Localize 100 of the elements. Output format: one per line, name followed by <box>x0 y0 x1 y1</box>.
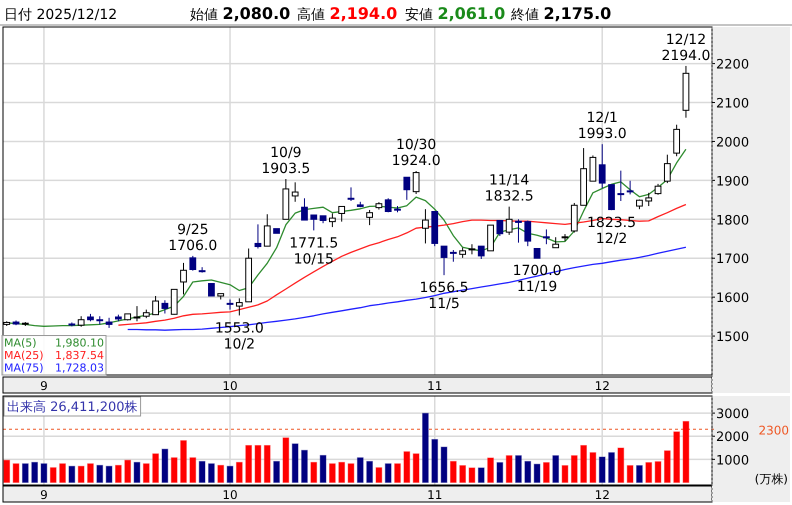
ref-line-label: 2300 <box>758 423 789 438</box>
candlestick <box>459 247 466 258</box>
candlestick <box>384 198 392 213</box>
bar <box>673 431 680 483</box>
bar <box>440 446 448 483</box>
candlestick <box>208 283 215 296</box>
bar <box>478 467 485 483</box>
bar <box>180 440 187 483</box>
bar <box>50 467 57 483</box>
candlestick <box>162 300 168 314</box>
annotation: 12/1 1993.0 <box>578 110 627 142</box>
candlestick <box>515 218 522 244</box>
y-tick-label: 1900 <box>716 174 750 190</box>
candlestick <box>450 250 457 262</box>
candlestick <box>403 176 410 200</box>
bar <box>608 452 615 483</box>
bar <box>273 460 280 483</box>
bar <box>208 463 215 483</box>
bar <box>292 443 299 483</box>
y-tick-label: 1600 <box>716 291 750 306</box>
bar <box>412 453 420 483</box>
bar <box>515 455 522 483</box>
bar <box>496 462 504 483</box>
x-tick-label: 11 <box>427 379 442 393</box>
candlestick <box>626 180 634 195</box>
bar <box>403 451 410 483</box>
candlestick <box>542 228 550 245</box>
candlestick <box>301 198 308 221</box>
bar <box>570 455 578 483</box>
x-tick-label: 11 <box>427 488 442 502</box>
bar <box>134 462 140 483</box>
candlestick <box>328 212 336 228</box>
bar <box>459 465 466 483</box>
bar <box>542 462 550 483</box>
y-tick-label: 1500 <box>716 330 750 346</box>
bar <box>282 437 290 483</box>
annotation: 10/30 1924.0 <box>392 137 441 170</box>
bar <box>338 462 346 483</box>
text: 終値 2,175.0 <box>510 4 612 23</box>
x-tick-label: 9 <box>40 379 48 393</box>
chart-title: 出来高 26,411,200株 <box>7 399 138 415</box>
bar <box>626 465 634 483</box>
candlestick <box>422 208 429 244</box>
candlestick <box>412 170 420 194</box>
bar <box>394 463 401 483</box>
bar <box>40 463 48 483</box>
y-tick-label: 3000 <box>716 407 750 422</box>
bar <box>356 457 364 483</box>
x-tick-label: 12 <box>594 379 610 393</box>
bar <box>422 412 429 483</box>
candlestick <box>598 144 606 189</box>
candlestick <box>617 170 624 202</box>
x-tick-label: 9 <box>40 488 48 502</box>
candlestick <box>254 224 262 249</box>
candlestick <box>236 298 243 316</box>
y-tick-label: 2200 <box>716 58 750 73</box>
bar <box>217 464 224 483</box>
bar <box>254 444 262 483</box>
bar <box>450 460 457 483</box>
annotation: 11/14 1832.5 <box>484 172 534 205</box>
bar <box>124 460 132 483</box>
y-tick-label: 1700 <box>716 252 750 268</box>
annotation: 12/12 2194.0 <box>661 32 710 64</box>
bar <box>506 455 513 483</box>
bar <box>170 457 178 483</box>
bar <box>682 420 690 483</box>
annotation: 1771.5 10/15 <box>289 235 338 268</box>
y-tick-label: 1000 <box>716 453 750 468</box>
bar <box>301 450 308 483</box>
candlestick <box>534 248 540 259</box>
bar <box>310 462 318 483</box>
bar <box>524 460 532 483</box>
bar <box>598 456 606 483</box>
candlestick <box>496 220 504 237</box>
candlestick <box>506 206 513 236</box>
bar <box>580 444 587 483</box>
bar <box>552 455 560 483</box>
chart-title: 日付 2025/12/12 <box>4 7 118 23</box>
bar <box>87 463 94 483</box>
candlestick <box>152 295 159 316</box>
annotation: 9/25 1706.0 <box>168 222 218 254</box>
y-tick-label: 2100 <box>716 96 750 112</box>
bar <box>12 463 20 483</box>
bar <box>487 457 494 483</box>
y-tick-label: 2000 <box>716 135 750 150</box>
bar <box>617 448 624 483</box>
bar <box>590 452 596 483</box>
candlestick <box>348 186 354 202</box>
bar <box>162 448 168 483</box>
y-tick-label: 2000 <box>716 430 750 446</box>
bar <box>78 466 85 483</box>
text: 安値 2,061.0 <box>405 4 506 23</box>
bar <box>3 460 10 483</box>
candlestick <box>590 154 596 182</box>
candlestick <box>180 262 187 295</box>
bar <box>152 453 159 483</box>
candlestick <box>468 244 476 255</box>
annotation: 1656.5 11/5 <box>420 280 469 312</box>
candlestick <box>478 246 485 260</box>
x-tick-label: 10 <box>222 379 238 393</box>
